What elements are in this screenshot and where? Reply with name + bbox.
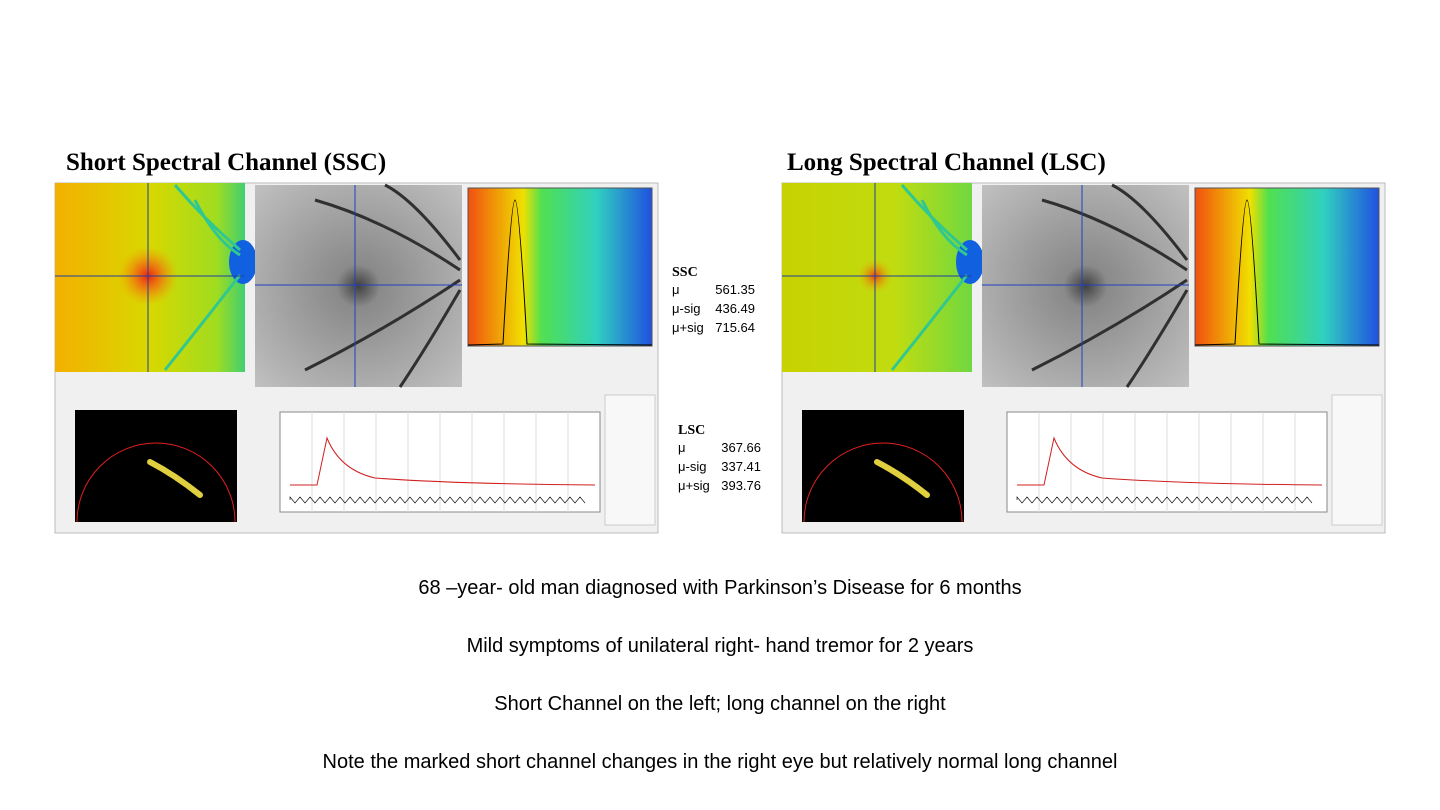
stat-name: μ+sig xyxy=(678,478,710,493)
stats-label: LSC xyxy=(678,423,705,438)
vessels xyxy=(890,184,969,371)
optic-disc xyxy=(229,240,257,284)
phasor-cloud xyxy=(874,459,930,498)
note: Note the marked short channel changes in… xyxy=(323,751,1118,773)
optic-disc xyxy=(956,240,984,284)
retina-vessels xyxy=(304,183,462,388)
histogram xyxy=(1194,187,1380,347)
stat-value: 367.66 xyxy=(721,440,761,455)
note: Mild symptoms of unilateral right- hand … xyxy=(467,635,974,657)
stat-value: 436.49 xyxy=(715,301,755,316)
settings-panel xyxy=(604,394,656,526)
decay-curve xyxy=(290,436,596,486)
stat-name: μ+sig xyxy=(672,320,704,335)
histogram-curve xyxy=(1194,199,1380,346)
residuals xyxy=(289,496,586,504)
screenshot xyxy=(781,182,1386,534)
note: 68 –year- old man diagnosed with Parkins… xyxy=(418,577,1021,599)
panel-title: Long Spectral Channel (LSC) xyxy=(787,149,1106,176)
note: Short Channel on the left; long channel … xyxy=(494,693,946,715)
stat-name: μ xyxy=(678,440,686,455)
stat-name: μ xyxy=(672,282,680,297)
histogram-curve xyxy=(467,199,653,346)
stat-value: 337.41 xyxy=(721,459,761,474)
stat-name: μ-sig xyxy=(678,459,706,474)
stat-name: μ-sig xyxy=(672,301,700,316)
settings-panel xyxy=(1331,394,1383,526)
retina-vessels xyxy=(1031,183,1189,388)
stat-value: 561.35 xyxy=(715,282,755,297)
stat-value: 715.64 xyxy=(715,320,755,335)
stats-label: SSC xyxy=(672,265,698,280)
decay-curve xyxy=(1017,436,1323,486)
residuals xyxy=(1016,496,1313,504)
phasor-cloud xyxy=(147,459,203,498)
histogram xyxy=(467,187,653,347)
phasor-arc xyxy=(76,442,236,523)
screenshot xyxy=(54,182,659,534)
stat-value: 393.76 xyxy=(721,478,761,493)
panel-title: Short Spectral Channel (SSC) xyxy=(66,149,386,176)
phasor-arc xyxy=(803,442,963,523)
vessels xyxy=(163,184,242,371)
